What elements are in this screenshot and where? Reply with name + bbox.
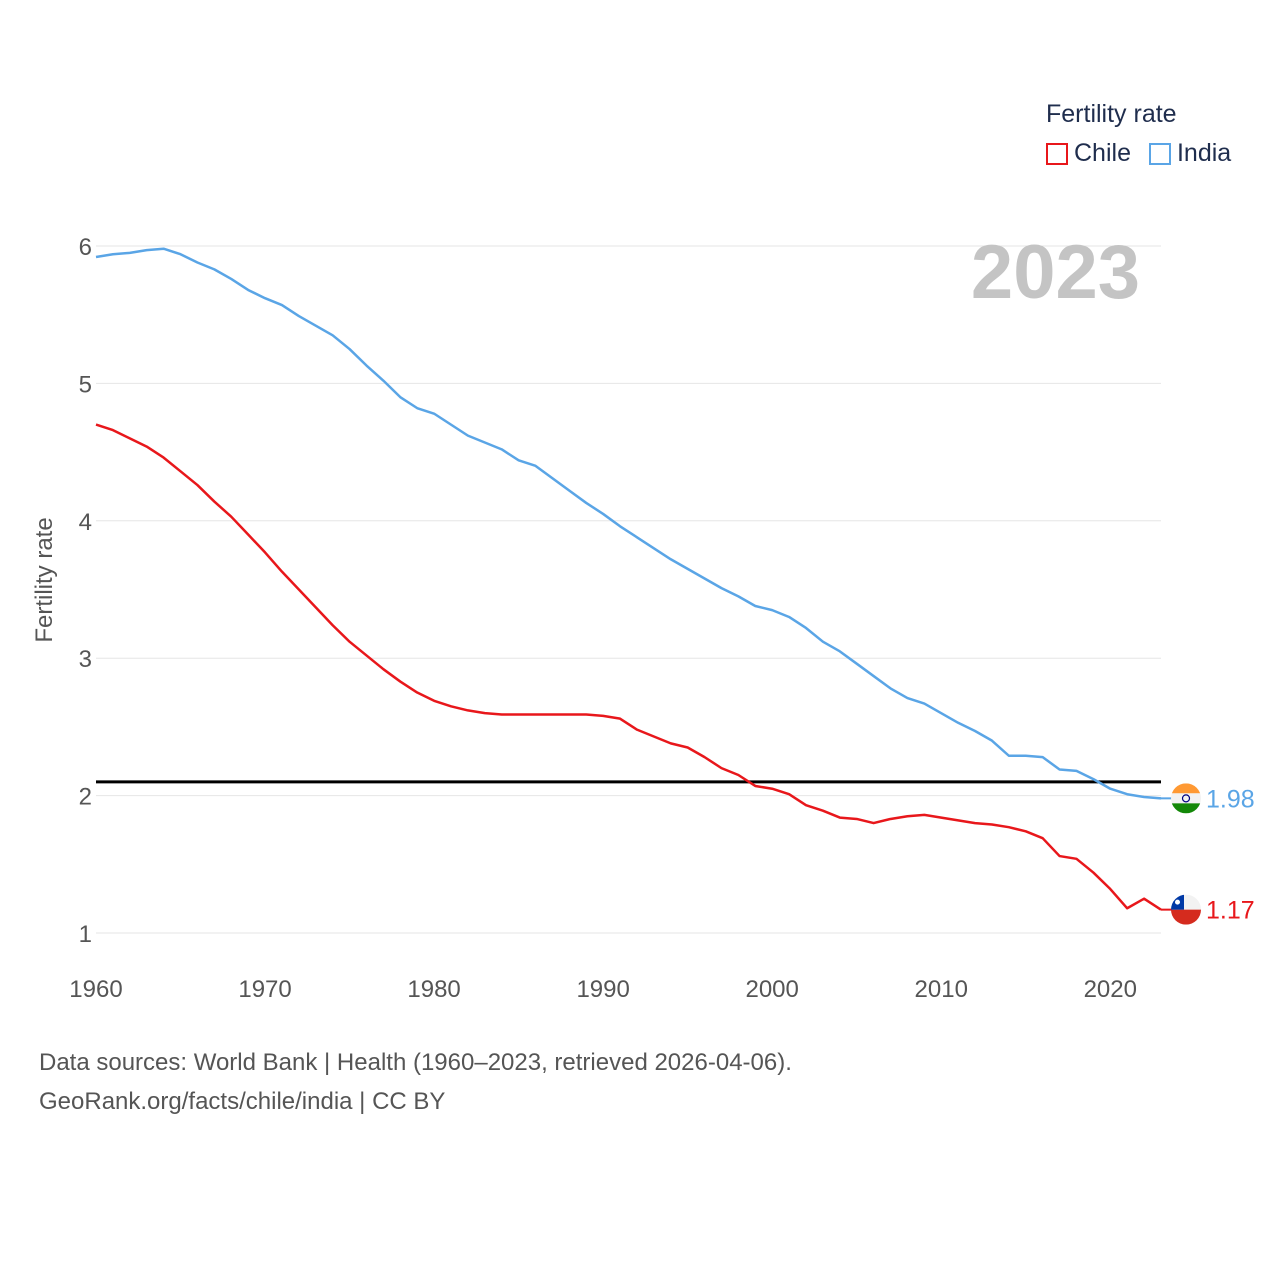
y-axis-label: Fertility rate [31, 517, 58, 642]
legend-item-india[interactable]: India [1148, 139, 1232, 168]
india-flag-icon [1171, 783, 1201, 814]
sources-line: Data sources: World Bank | Health (1960–… [39, 1049, 792, 1076]
x-axis: 1960 1970 1980 1990 2000 2010 2020 [69, 976, 1137, 1003]
x-tick-label: 2020 [1084, 976, 1137, 1003]
legend-item-chile[interactable]: Chile [1046, 139, 1131, 168]
data-sources: Data sources: World Bank | Health (1960–… [39, 1043, 792, 1121]
end-value-label-chile: 1.17 [1206, 897, 1255, 925]
x-tick-label: 1960 [69, 976, 122, 1003]
legend-label-chile: Chile [1074, 139, 1131, 167]
y-tick-label: 4 [79, 509, 92, 536]
end-value-label-india: 1.98 [1206, 785, 1255, 813]
legend-swatch-chile [1046, 142, 1068, 165]
chile-flag-icon [1171, 894, 1201, 925]
legend: Fertility rate Chile India [1046, 100, 1231, 168]
y-tick-label: 6 [79, 234, 92, 261]
legend-title: Fertility rate [1046, 100, 1177, 128]
series-lines [95, 247, 1162, 911]
current-year-label: 2023 [971, 230, 1140, 315]
series-end-markers: 1.17 1.98 [1161, 783, 1255, 925]
gridlines [96, 245, 1161, 934]
x-tick-label: 1980 [407, 976, 460, 1003]
y-tick-label: 3 [79, 646, 92, 673]
x-tick-label: 1970 [238, 976, 291, 1003]
x-tick-label: 2000 [745, 976, 798, 1003]
x-tick-label: 2010 [915, 976, 968, 1003]
y-axis: 1 2 3 4 5 6 [79, 234, 92, 948]
source-link[interactable]: GeoRank.org/facts/chile/india | CC BY [39, 1088, 446, 1115]
y-tick-label: 1 [79, 921, 92, 948]
y-tick-label: 5 [79, 371, 92, 398]
series-line-india [95, 247, 1162, 800]
x-tick-label: 1990 [576, 976, 629, 1003]
series-line-chile [95, 423, 1162, 911]
legend-swatch-india [1148, 142, 1171, 165]
y-tick-label: 2 [79, 784, 92, 811]
legend-label-india: India [1176, 139, 1232, 167]
